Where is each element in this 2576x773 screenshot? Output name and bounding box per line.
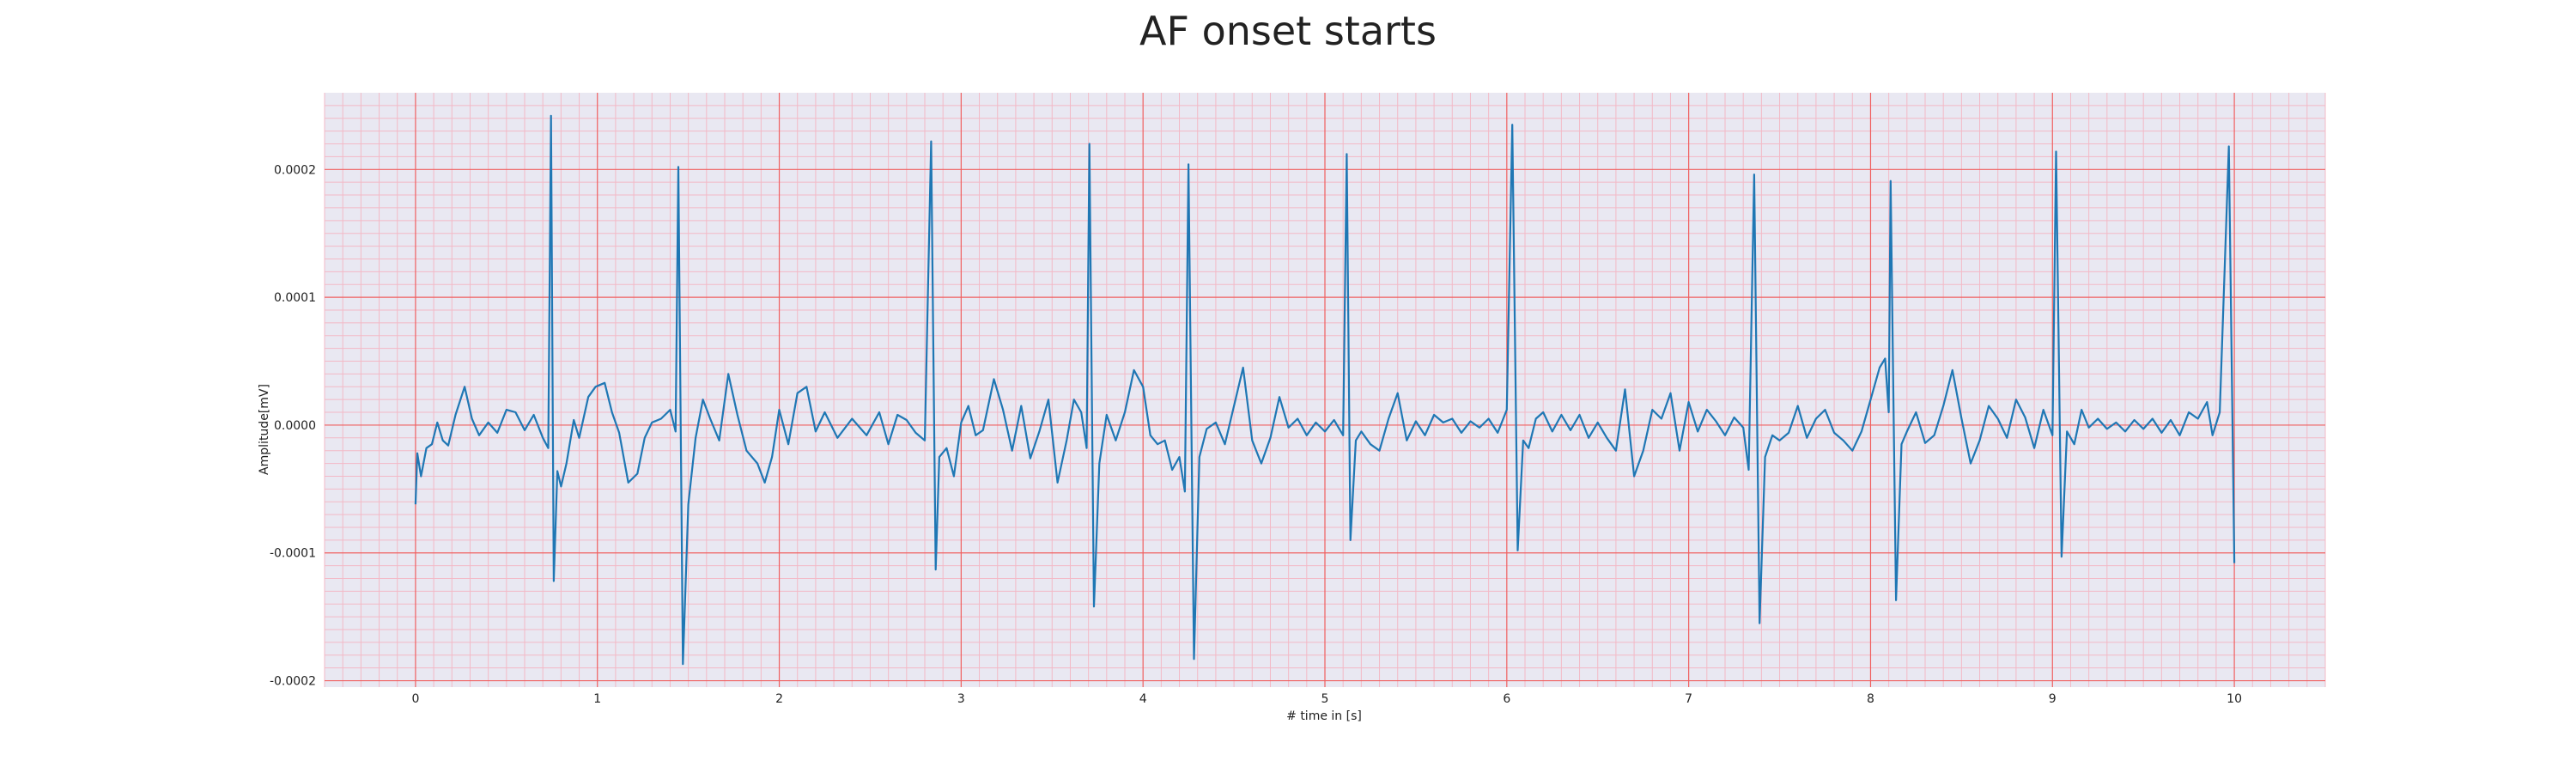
y-axis-label: Amplitude[mV] bbox=[258, 384, 271, 475]
y-axis-ticks: -0.0002 -0.0001 0.0000 0.0001 0.0002 bbox=[270, 163, 316, 688]
chart-title: AF onset starts bbox=[1139, 8, 1437, 54]
x-tick-label: 6 bbox=[1503, 692, 1510, 706]
x-axis-label: # time in [s] bbox=[1286, 709, 1362, 723]
x-tick-label: 4 bbox=[1139, 692, 1147, 706]
x-tick-label: 2 bbox=[775, 692, 783, 706]
series-group bbox=[414, 114, 2236, 666]
series-line-0 bbox=[414, 114, 2236, 666]
x-tick-label: 5 bbox=[1321, 692, 1329, 706]
x-axis-ticks: 0 1 2 3 4 5 6 7 8 9 10 bbox=[411, 692, 2242, 706]
y-tick-label: -0.0002 bbox=[270, 675, 316, 689]
x-tick-label: 0 bbox=[411, 692, 419, 706]
x-tick-label: 3 bbox=[957, 692, 965, 706]
x-tick-label: 7 bbox=[1685, 692, 1692, 706]
x-tick-label: 10 bbox=[2227, 692, 2242, 706]
y-tick-label: 0.0000 bbox=[274, 419, 316, 433]
y-tick-label: 0.0002 bbox=[274, 163, 316, 177]
y-tick-label: 0.0001 bbox=[274, 291, 316, 305]
x-tick-label: 9 bbox=[2049, 692, 2057, 706]
y-tick-label: -0.0001 bbox=[270, 547, 316, 561]
x-tick-label: 1 bbox=[593, 692, 601, 706]
x-tick-label: 8 bbox=[1867, 692, 1874, 706]
